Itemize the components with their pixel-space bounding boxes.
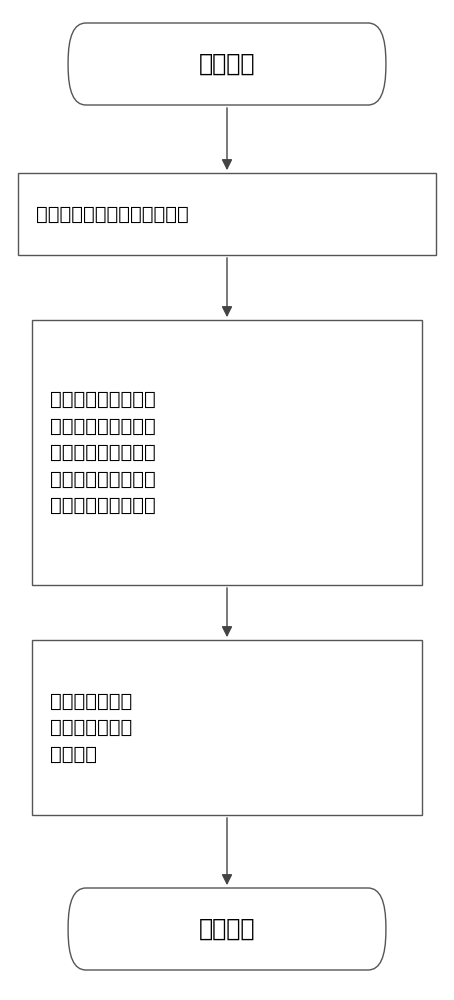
FancyBboxPatch shape [68, 888, 386, 970]
Text: 断档步骤：断开原档位离合器: 断档步骤：断开原档位离合器 [36, 205, 189, 224]
Text: 换档开始: 换档开始 [199, 52, 255, 76]
FancyBboxPatch shape [32, 320, 422, 585]
FancyBboxPatch shape [32, 640, 422, 815]
Text: 换档结束: 换档结束 [199, 917, 255, 941]
FancyBboxPatch shape [68, 23, 386, 105]
Text: 挂档步骤：控制
目标档位离合器
使其连接: 挂档步骤：控制 目标档位离合器 使其连接 [50, 692, 132, 764]
FancyBboxPatch shape [18, 173, 436, 255]
Text: 调速步骤：调节液压
泵排量，改变液压马
达转速，使目标档位
离合器主、从动盘转
速差缩小至预定值内: 调速步骤：调节液压 泵排量，改变液压马 达转速，使目标档位 离合器主、从动盘转 … [50, 390, 156, 515]
